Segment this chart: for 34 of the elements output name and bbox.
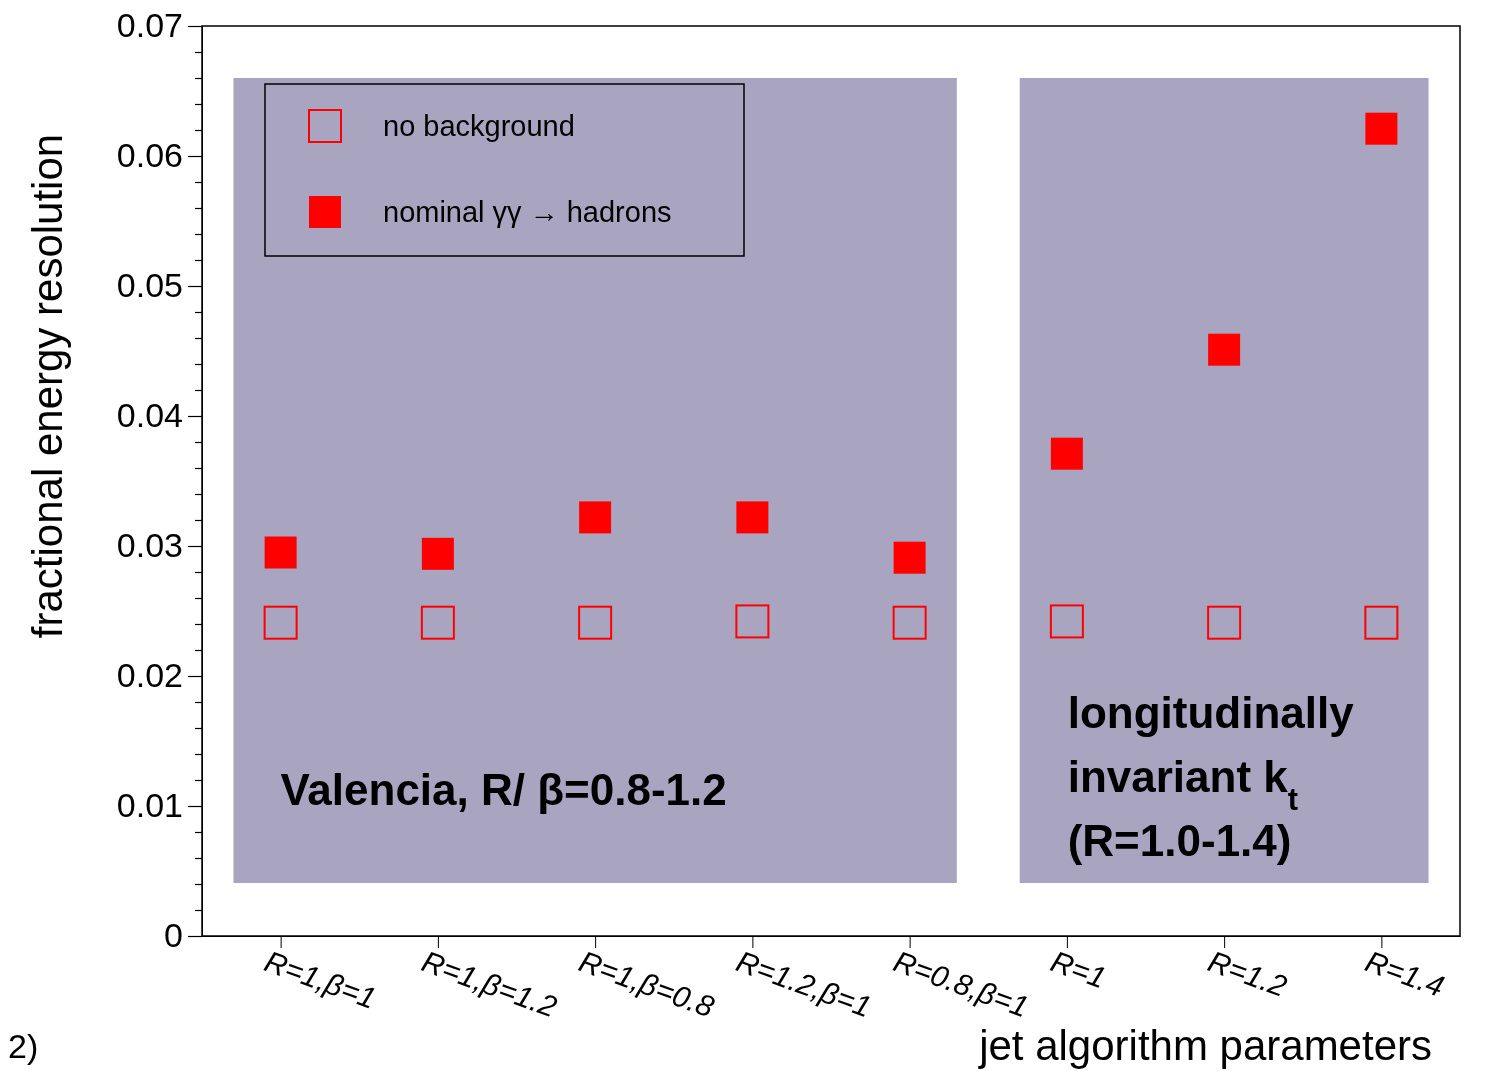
point (1364, 605, 1399, 640)
legend-label: no background (383, 110, 575, 143)
y-tick-label: 0.03 (116, 526, 183, 565)
point (893, 541, 926, 574)
y-tick-label: 0.01 (116, 786, 183, 825)
point (736, 501, 769, 534)
y-tick-label: 0.07 (116, 6, 183, 45)
point (1050, 437, 1083, 470)
x-axis-title: jet algorithm parameters (977, 1022, 1432, 1069)
point (264, 536, 297, 569)
legend-label: nominal γγ → hadrons (383, 196, 672, 229)
y-tick-label: 0.04 (116, 396, 183, 435)
x-tick-label: R=1 (1046, 944, 1111, 995)
point (735, 604, 770, 639)
band-label: Valencia, R/ β=0.8-1.2 (280, 765, 727, 814)
point (1208, 333, 1241, 366)
point (420, 605, 455, 640)
y-axis-title: fractional energy resolution (24, 133, 71, 639)
point (421, 537, 454, 570)
x-tick-label: R=1.2 (1203, 944, 1292, 1004)
point (1049, 604, 1084, 639)
point (892, 605, 927, 640)
point (578, 605, 613, 640)
point (1207, 605, 1242, 640)
point (579, 501, 612, 534)
y-tick-label: 0.06 (116, 136, 183, 175)
y-tick-label: 0.05 (116, 266, 183, 305)
point (263, 605, 298, 640)
band-label: longitudinally invariant k$_{t}$ (R=1.0-1.4) (1067, 688, 1355, 865)
y-tick-label: 0 (164, 916, 183, 955)
text: 2) (8, 1027, 39, 1065)
x-tick-label: R=1.4 (1361, 944, 1449, 1003)
point (1365, 112, 1398, 145)
y-tick-label: 0.02 (116, 656, 183, 695)
